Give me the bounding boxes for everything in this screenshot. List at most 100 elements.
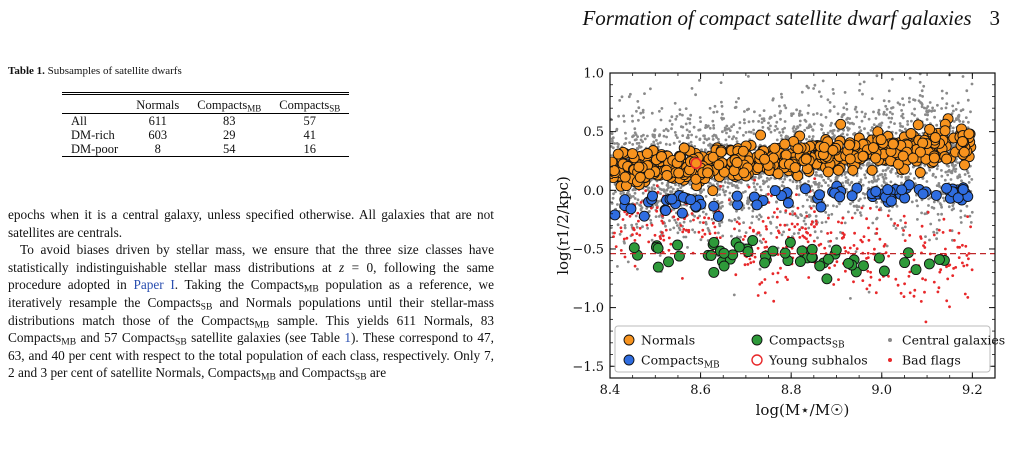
data-point — [761, 125, 765, 129]
data-point — [705, 250, 717, 261]
data-point — [929, 222, 933, 226]
data-point — [623, 142, 626, 146]
data-point — [795, 193, 798, 197]
data-point — [758, 213, 761, 217]
data-point — [884, 176, 888, 180]
data-point — [660, 107, 664, 110]
data-point — [859, 178, 863, 182]
data-point — [668, 228, 672, 232]
data-point — [662, 129, 666, 132]
data-point — [829, 231, 833, 235]
table-caption-label: Table 1. — [8, 65, 45, 77]
data-point — [833, 264, 837, 267]
data-point — [653, 233, 657, 237]
data-point — [698, 79, 701, 82]
data-point — [769, 142, 781, 154]
data-point — [814, 189, 825, 201]
data-point — [913, 288, 917, 292]
data-point — [641, 191, 645, 195]
data-point — [932, 230, 936, 234]
data-point — [757, 217, 761, 221]
data-point — [901, 116, 905, 120]
data-point — [639, 201, 643, 204]
data-point — [927, 109, 931, 113]
data-point — [860, 110, 864, 114]
data-point — [890, 116, 894, 120]
data-point — [836, 112, 840, 116]
data-point — [924, 278, 927, 282]
data-point — [808, 123, 812, 127]
data-point — [751, 199, 763, 211]
data-point — [715, 146, 727, 158]
data-point — [673, 250, 685, 262]
data-point — [968, 214, 972, 218]
data-point — [707, 185, 719, 197]
data-point — [887, 116, 891, 120]
data-point — [834, 178, 838, 182]
data-point — [794, 256, 806, 267]
data-point — [635, 142, 639, 145]
data-point — [964, 244, 968, 248]
data-point — [647, 190, 658, 202]
data-point — [712, 210, 724, 222]
data-point — [873, 252, 885, 264]
data-point — [753, 178, 757, 182]
data-point — [926, 105, 930, 108]
data-point — [827, 144, 839, 156]
data-point — [807, 276, 811, 279]
data-point — [866, 164, 878, 176]
data-point — [642, 116, 645, 119]
data-point — [844, 269, 847, 273]
data-point — [633, 197, 637, 200]
data-point — [631, 195, 635, 198]
data-point — [958, 146, 970, 158]
legend-marker — [623, 334, 635, 346]
data-point — [967, 257, 970, 261]
data-point — [885, 113, 888, 117]
data-point — [702, 167, 714, 179]
data-point — [928, 152, 940, 164]
data-point — [863, 173, 867, 177]
data-point — [712, 197, 716, 201]
data-point — [743, 263, 747, 267]
data-point — [681, 134, 685, 137]
data-point — [749, 261, 753, 265]
data-point — [933, 115, 936, 119]
data-point — [902, 229, 905, 232]
data-point — [867, 290, 871, 294]
data-point — [902, 103, 905, 107]
data-point — [940, 169, 943, 172]
data-point — [947, 205, 951, 209]
data-point — [970, 210, 974, 214]
data-point — [925, 118, 929, 121]
table-link[interactable]: 1 — [344, 330, 351, 346]
data-point — [731, 157, 743, 168]
data-point — [860, 206, 864, 210]
data-point — [762, 109, 766, 112]
data-point — [822, 253, 834, 265]
data-point — [951, 126, 955, 130]
data-point — [703, 137, 707, 141]
cell-normals: 8 — [154, 142, 161, 156]
running-head: Formation of compact satellite dwarf gal… — [530, 6, 1000, 31]
data-point — [945, 91, 949, 95]
data-point — [650, 111, 654, 115]
y-tick-label: 0.5 — [583, 125, 604, 140]
data-point — [644, 168, 655, 180]
data-point — [658, 235, 662, 238]
data-point — [708, 236, 720, 248]
data-point — [610, 226, 613, 230]
running-head-title: Formation of compact satellite dwarf gal… — [582, 6, 972, 30]
data-point — [877, 208, 881, 212]
data-point — [912, 119, 924, 131]
data-point — [834, 191, 846, 203]
paper-link[interactable]: Paper I — [133, 277, 175, 293]
data-point — [672, 215, 676, 219]
data-point — [720, 100, 723, 104]
data-point — [802, 219, 806, 223]
data-point — [959, 209, 963, 213]
data-point — [912, 258, 916, 262]
data-point — [961, 120, 965, 124]
data-point — [636, 135, 639, 138]
data-point — [783, 126, 786, 130]
